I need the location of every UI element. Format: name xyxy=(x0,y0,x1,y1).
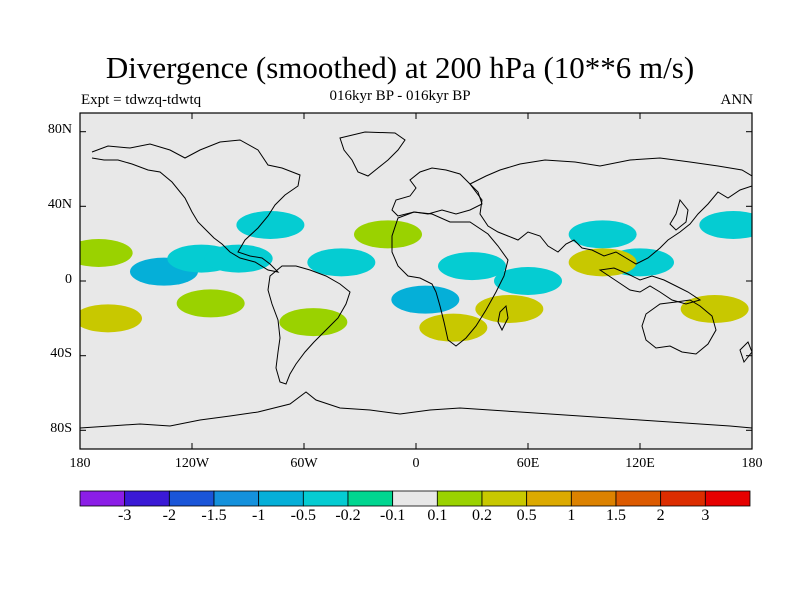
experiment-label: Expt = tdwzq-tdwtq xyxy=(81,92,202,108)
colorbar-label-0: -3 xyxy=(117,507,132,524)
colorbar-label-4: -0.5 xyxy=(290,507,316,524)
colorbar-swatch-10 xyxy=(526,490,572,507)
colorbar-label-2: -1.5 xyxy=(201,507,227,524)
divergence-region-17 xyxy=(475,295,544,323)
divergence-region-19 xyxy=(680,295,749,323)
madagascar-coast xyxy=(497,304,509,332)
colorbar-label-13: 3 xyxy=(701,507,710,524)
lat-label-40s: 40S xyxy=(50,346,72,361)
greenland-coast xyxy=(339,131,406,177)
colorbar-swatch-7 xyxy=(392,490,438,507)
lat-label-80s: 80S xyxy=(50,421,72,436)
figure-title: Divergence (smoothed) at 200 hPa (10**6 … xyxy=(105,50,695,85)
colorbar-swatch-12 xyxy=(615,490,662,507)
colorbar-swatch-0 xyxy=(79,490,126,507)
colorbar-swatch-4 xyxy=(258,490,304,507)
lon-tick-marks xyxy=(79,113,753,449)
lon-label-60e: 60E xyxy=(516,456,540,471)
south-america-coast xyxy=(267,265,351,385)
divergence-region-5 xyxy=(391,285,460,314)
africa-coast xyxy=(391,211,509,347)
divergence-region-14 xyxy=(279,308,348,337)
lon-label-0: 0 xyxy=(412,456,420,471)
divergence-region-4 xyxy=(307,248,376,277)
lat-label-0: 0 xyxy=(65,272,72,287)
divergence-region-8 xyxy=(568,220,637,249)
colorbar-label-9: 0.5 xyxy=(516,507,537,524)
north-america-coast xyxy=(91,139,301,273)
colorbar-label-6: -0.1 xyxy=(379,507,406,524)
lon-label-120e: 120E xyxy=(625,456,655,471)
divergence-region-2 xyxy=(204,244,273,273)
coastlines xyxy=(80,131,752,429)
antarctica-coast xyxy=(80,391,752,429)
colorbar-swatch-14 xyxy=(704,490,751,507)
colorbar-label-3: -1 xyxy=(251,507,266,524)
season-label: ANN xyxy=(720,92,754,108)
lon-label-120w: 120W xyxy=(174,456,210,471)
figure-subtitle: 016kyr BP - 016kyr BP xyxy=(329,88,471,104)
colorbar-label-1: -2 xyxy=(162,507,176,524)
colorbar-label-7: 0.1 xyxy=(427,507,448,524)
divergence-region-12 xyxy=(80,304,142,333)
divergence-region-3 xyxy=(236,211,305,239)
colorbar-label-11: 1.5 xyxy=(606,507,626,524)
maritime-continent-coast xyxy=(598,267,702,305)
lon-label-60w: 60W xyxy=(290,456,318,471)
europe-coast xyxy=(391,167,483,217)
lon-label-180w: 180 xyxy=(69,456,91,471)
colorbar-label-8: 0.2 xyxy=(472,507,492,524)
colorbar-swatch-2 xyxy=(168,490,215,507)
australia-coast xyxy=(641,299,717,355)
colorbar-swatch-13 xyxy=(660,490,706,507)
divergence-region-7 xyxy=(494,267,562,295)
lat-tick-marks xyxy=(80,131,752,431)
colorbar-swatch-8 xyxy=(436,490,483,507)
lon-label-180e: 180 xyxy=(741,456,763,471)
divergence-region-16 xyxy=(419,313,488,342)
colorbar xyxy=(79,490,751,507)
divergence-region-15 xyxy=(354,220,422,249)
colorbar-label-5: -0.2 xyxy=(335,507,361,524)
colorbar-label-10: 1 xyxy=(567,507,576,524)
divergence-region-6 xyxy=(438,252,506,281)
divergence-region-10 xyxy=(699,211,752,239)
divergence-region-13 xyxy=(176,289,245,318)
colorbar-swatch-6 xyxy=(347,490,394,507)
colorbar-label-12: 2 xyxy=(656,507,665,524)
asia-coast xyxy=(469,157,752,265)
lat-label-80n: 80N xyxy=(47,122,72,137)
colorbar-swatch-11 xyxy=(570,490,617,507)
map-ocean-background xyxy=(80,113,752,449)
divergence-region-18 xyxy=(568,248,637,277)
colorbar-swatch-9 xyxy=(481,490,528,507)
colorbar-swatch-1 xyxy=(124,490,170,507)
divergence-region-11 xyxy=(80,239,133,267)
colorbar-swatch-5 xyxy=(302,490,349,507)
colorbar-swatch-3 xyxy=(213,490,260,507)
new-zealand-coast xyxy=(739,341,752,364)
lat-label-40n: 40N xyxy=(47,197,72,212)
divergence-shading xyxy=(80,211,752,342)
japan-coast xyxy=(669,198,689,231)
